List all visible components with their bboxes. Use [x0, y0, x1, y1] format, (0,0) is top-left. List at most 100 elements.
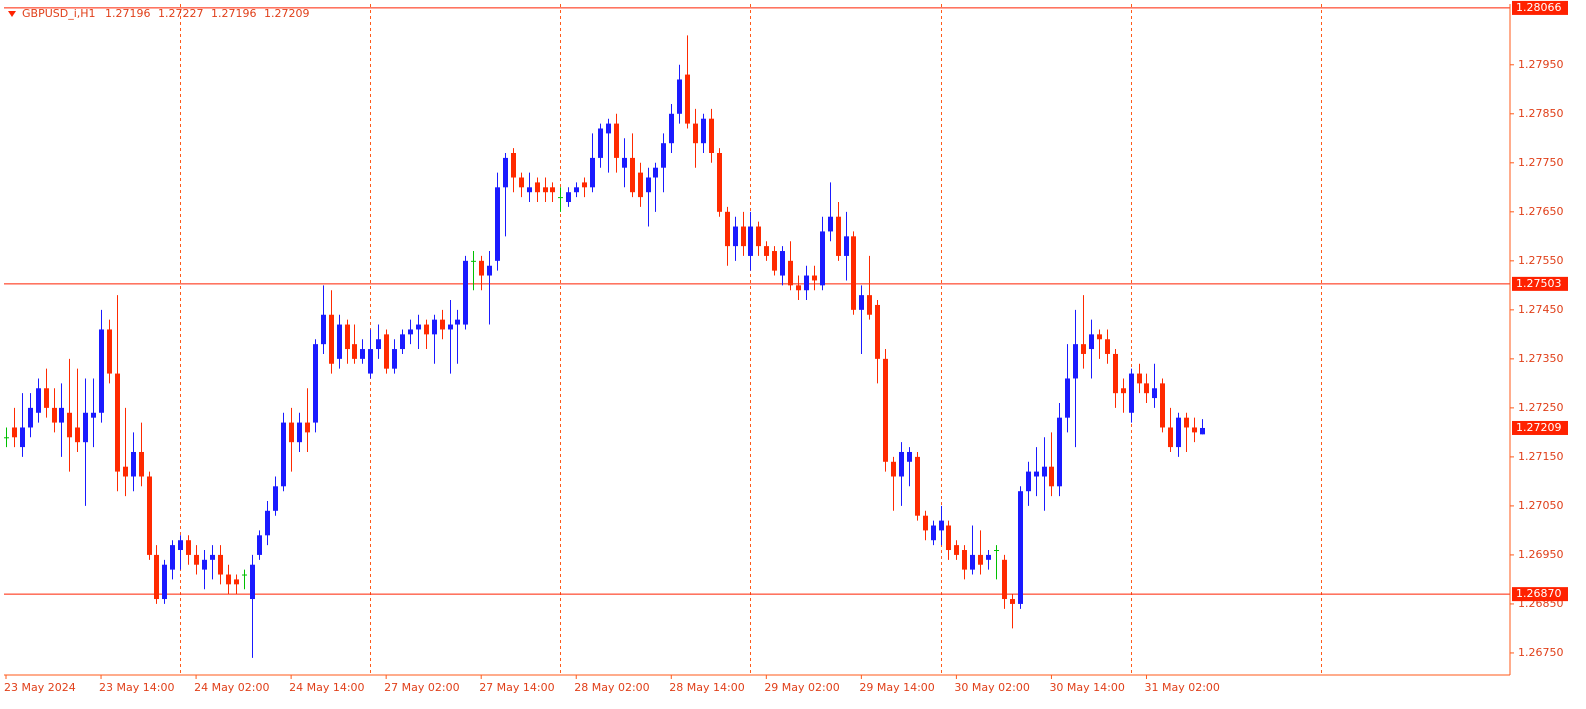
x-tick-label: 29 May 02:00	[764, 681, 839, 694]
candle-body	[1026, 471, 1031, 492]
candle-body	[709, 118, 714, 154]
candle-body	[986, 554, 991, 560]
candle-body	[859, 295, 864, 310]
candle-body	[598, 128, 603, 158]
candle-body	[147, 476, 152, 555]
price-label: 1.26870	[1516, 587, 1562, 600]
candle-body	[495, 187, 500, 261]
candle-body	[186, 540, 191, 555]
candle-body	[1073, 344, 1078, 379]
candle-body	[590, 157, 595, 188]
candle-body	[780, 251, 785, 276]
candle-body	[305, 422, 310, 433]
y-tick-label: 1.27650	[1518, 205, 1564, 218]
candle-body	[281, 422, 286, 487]
candle-body	[273, 486, 278, 511]
candle-body	[1002, 559, 1007, 600]
price-label-box	[1512, 276, 1568, 291]
candle-body	[915, 456, 920, 516]
candle-body	[527, 187, 532, 193]
price-label-box	[1512, 0, 1568, 15]
candle-body	[352, 344, 357, 359]
candle-body	[368, 349, 373, 374]
candle-body	[226, 574, 231, 585]
candle-body	[844, 236, 849, 256]
candle-body	[582, 182, 587, 188]
header-low: 1.27196	[211, 7, 257, 20]
price-label: 1.27209	[1516, 421, 1562, 434]
x-tick-label: 28 May 02:00	[574, 681, 649, 694]
chart-header: GBPUSD_i,H1 1.27196 1.27227 1.27196 1.27…	[22, 7, 310, 20]
candle-body	[329, 314, 334, 364]
candle-body	[36, 388, 41, 413]
candle-body	[1089, 334, 1094, 350]
candle-body	[20, 427, 25, 448]
candle-body	[218, 554, 223, 575]
candle-body	[867, 295, 872, 315]
candle-body	[931, 525, 936, 541]
y-tick-label: 1.27950	[1518, 58, 1564, 71]
candle-body	[154, 554, 159, 600]
candle-body	[265, 510, 270, 536]
candle-body	[234, 579, 239, 585]
candle-body	[550, 187, 555, 193]
candle-body	[1042, 466, 1047, 477]
candle-body	[210, 554, 215, 560]
candle-body	[1160, 383, 1165, 428]
collapse-icon[interactable]	[8, 11, 16, 17]
candle-body	[891, 461, 896, 477]
candle-body	[653, 167, 658, 178]
candle-body	[1144, 383, 1149, 394]
candle-body	[75, 427, 80, 443]
x-tick-label: 23 May 14:00	[99, 681, 174, 694]
candle-body	[946, 525, 951, 551]
candle-body	[1010, 599, 1015, 604]
candle-body	[1176, 417, 1181, 448]
candle-body	[978, 554, 983, 565]
candle-body	[939, 520, 944, 531]
x-tick-label: 27 May 02:00	[384, 681, 459, 694]
candle-body	[12, 427, 17, 438]
candle-body	[566, 192, 571, 203]
candle-body	[479, 260, 484, 276]
candle-body	[257, 535, 262, 555]
candle-body	[313, 344, 318, 423]
x-tick-label: 30 May 14:00	[1049, 681, 1124, 694]
candle-body	[1065, 378, 1070, 418]
candle-body	[1113, 353, 1118, 394]
y-tick-label: 1.27050	[1518, 499, 1564, 512]
candle-body	[883, 358, 888, 462]
candle-body	[535, 182, 540, 193]
candle-body	[1018, 491, 1023, 604]
candle-body	[804, 275, 809, 291]
candle-body	[131, 451, 136, 477]
candle-body	[558, 197, 563, 199]
candle-body	[250, 564, 255, 600]
candle-body	[606, 123, 611, 134]
candle-body	[345, 324, 350, 350]
candle-body	[630, 157, 635, 193]
price-label-box	[1512, 420, 1568, 435]
candle-body	[59, 407, 64, 423]
candle-body	[289, 422, 294, 443]
x-tick-label: 29 May 14:00	[859, 681, 934, 694]
candle-body	[646, 177, 651, 193]
candle-body	[360, 349, 365, 359]
price-label: 1.28066	[1516, 1, 1562, 14]
candle-body	[741, 226, 746, 247]
candle-body	[1137, 373, 1142, 384]
y-tick-label: 1.27550	[1518, 254, 1564, 267]
y-tick-label: 1.27850	[1518, 107, 1564, 120]
candle-body	[337, 324, 342, 359]
candle-body	[376, 339, 381, 350]
x-tick-label: 27 May 14:00	[479, 681, 554, 694]
candle-body	[99, 329, 104, 413]
x-tick-label: 24 May 02:00	[194, 681, 269, 694]
candle-body	[4, 437, 9, 439]
candle-body	[661, 143, 666, 168]
candle-body	[796, 285, 801, 291]
candle-body	[123, 466, 128, 477]
candle-body	[1184, 417, 1189, 428]
